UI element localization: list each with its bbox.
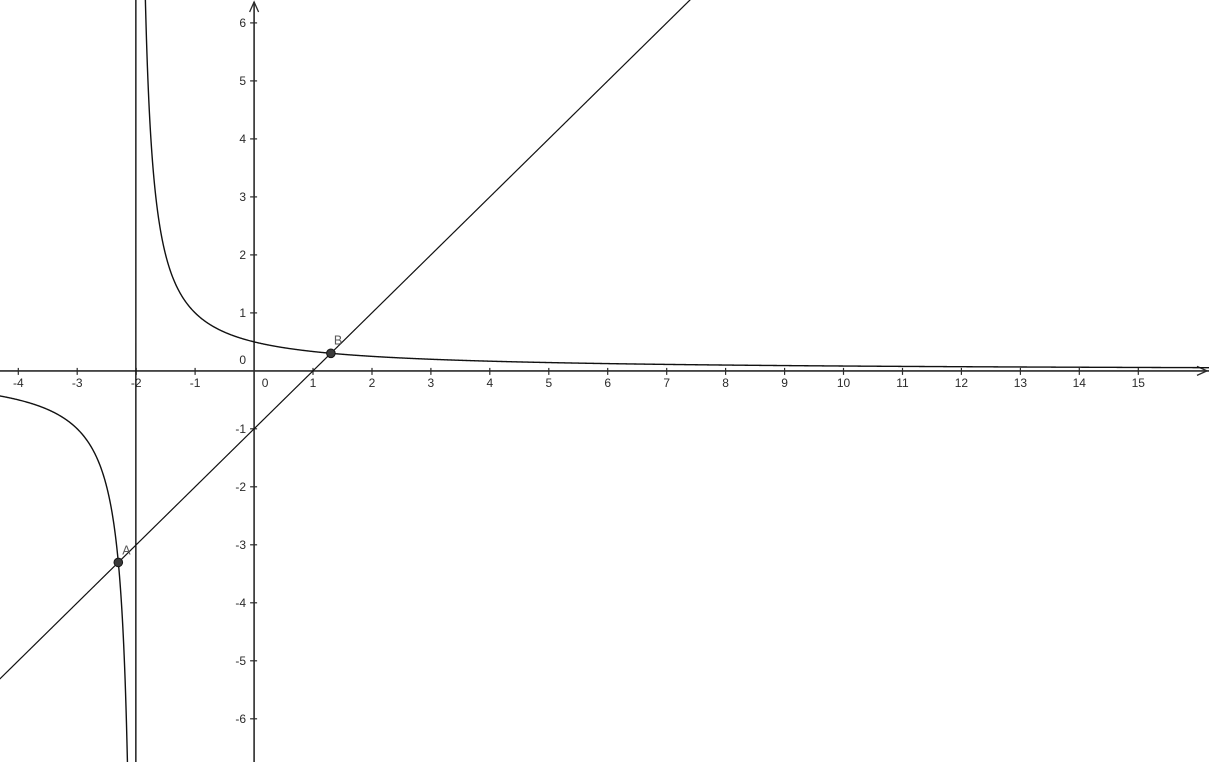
x-tick-label: 8 (722, 376, 729, 390)
x-tick-label: 7 (663, 376, 670, 390)
x-tick-label: 0 (262, 376, 269, 390)
y-tick-label: 1 (239, 306, 246, 320)
y-axis-ticks: -6 -5 -4 -3 -2 -1 0 1 2 3 4 5 6 (235, 16, 258, 726)
x-tick-label: 12 (955, 376, 969, 390)
y-axis-arrow-icon (249, 0, 260, 13)
x-tick-label: -4 (13, 376, 24, 390)
x-tick-label: -3 (72, 376, 83, 390)
point-label-A[interactable]: A (122, 543, 131, 557)
y-tick-label: -1 (235, 422, 246, 436)
y-tick-label: -5 (235, 654, 246, 668)
function-curve-diagonal-line[interactable] (0, 0, 1209, 680)
x-axis-ticks: -4 -3 -2 -1 0 1 2 3 4 5 6 7 8 9 10 11 12 13 14 15 (13, 367, 1146, 390)
x-tick-label: -1 (190, 376, 201, 390)
point-B[interactable] (326, 348, 336, 359)
y-tick-label: -6 (235, 712, 246, 726)
intersection-points: AB (113, 333, 342, 568)
y-tick-label: 4 (239, 132, 246, 146)
y-tick-label: 2 (239, 248, 246, 262)
x-tick-label: 5 (545, 376, 552, 390)
x-tick-label: 13 (1014, 376, 1028, 390)
y-tick-label: -2 (235, 480, 246, 494)
y-tick-label: 3 (239, 190, 246, 204)
y-tick-label: 6 (239, 16, 246, 30)
y-tick-label: -3 (235, 538, 246, 552)
y-tick-label: 0 (239, 353, 246, 367)
x-tick-label: 3 (428, 376, 435, 390)
y-tick-label: -4 (235, 596, 246, 610)
x-tick-label: 11 (896, 376, 909, 390)
x-tick-label: 2 (369, 376, 376, 390)
x-tick-label: 4 (486, 376, 493, 390)
x-tick-label: 9 (781, 376, 788, 390)
point-label-B[interactable]: B (334, 333, 342, 347)
x-tick-label: 14 (1073, 376, 1087, 390)
x-tick-label: 6 (604, 376, 611, 390)
point-A[interactable] (113, 557, 124, 568)
y-tick-label: 5 (239, 74, 246, 88)
x-tick-label: 15 (1132, 376, 1146, 390)
curve-path-diagonal-line[interactable] (0, 0, 1209, 680)
x-tick-label: 1 (310, 376, 317, 390)
x-tick-label: 10 (837, 376, 851, 390)
